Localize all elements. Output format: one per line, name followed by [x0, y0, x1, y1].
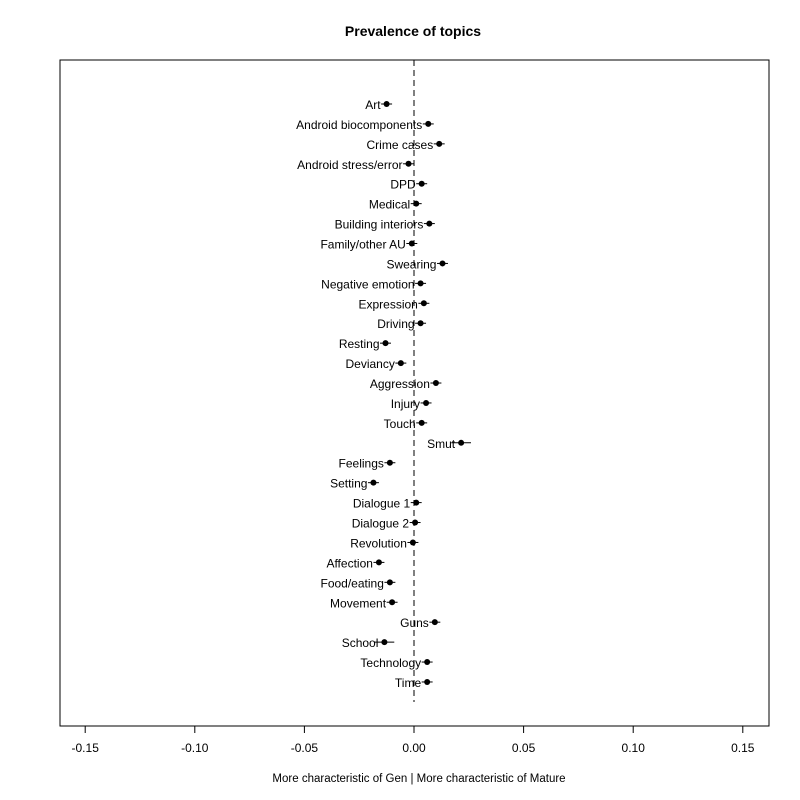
x-tick-label: -0.15 — [72, 741, 100, 755]
point-label: Medical — [369, 198, 410, 212]
point-label: Android biocomponents — [296, 118, 422, 132]
data-point — [432, 380, 439, 387]
data-point — [418, 180, 425, 187]
data-point — [370, 479, 377, 486]
point-label: Art — [365, 98, 381, 112]
x-tick-label: 0.05 — [512, 741, 536, 755]
data-point — [439, 260, 446, 267]
point-label: Expression — [358, 297, 417, 311]
x-tick-label: 0.10 — [622, 741, 646, 755]
x-axis: -0.15 -0.10 -0.05 0.00 0.05 0.10 0.15 — [72, 725, 755, 755]
data-point — [397, 360, 404, 367]
data-point — [386, 579, 393, 586]
data-point — [425, 120, 432, 127]
point-label: Deviancy — [345, 357, 394, 371]
point-label: Food/eating — [320, 576, 383, 590]
data-point — [413, 200, 420, 207]
data-point — [408, 240, 415, 247]
point-label: Smut — [427, 437, 456, 451]
x-tick-label: -0.05 — [291, 741, 319, 755]
data-point — [424, 678, 431, 685]
point-label: Feelings — [339, 457, 384, 471]
data-point — [423, 399, 430, 406]
point-label: Family/other AU — [320, 238, 405, 252]
point-label: Swearing — [386, 257, 436, 271]
data-point — [413, 499, 420, 506]
point-label: Guns — [400, 616, 429, 630]
data-point — [424, 659, 431, 666]
data-point — [375, 559, 382, 566]
data-point — [417, 320, 424, 327]
data-point — [383, 101, 390, 107]
point-label: Building interiors — [335, 218, 424, 232]
chart-title: Prevalence of topics — [345, 23, 481, 39]
point-label: Resting — [339, 337, 380, 351]
point-label: Dialogue 2 — [352, 517, 410, 531]
point-label: Touch — [384, 417, 416, 431]
point-label: Time — [395, 676, 422, 690]
data-point — [409, 539, 416, 546]
point-label: Dialogue 1 — [353, 497, 411, 511]
x-axis-label: More characteristic of Gen | More charac… — [272, 773, 565, 785]
data-point — [389, 599, 396, 606]
point-label: DPD — [390, 178, 416, 192]
data-point — [405, 160, 412, 167]
data-point — [436, 140, 443, 147]
point-label: Crime cases — [367, 138, 434, 152]
point-label: Revolution — [350, 536, 407, 550]
point-label: Technology — [360, 656, 421, 670]
x-tick-label: -0.10 — [181, 741, 209, 755]
point-label: Injury — [391, 397, 420, 411]
point-label: Aggression — [370, 377, 430, 391]
data-point — [381, 639, 388, 646]
point-label: Driving — [377, 317, 414, 331]
data-point — [382, 340, 389, 347]
x-tick-label: 0.15 — [731, 741, 755, 755]
data-point — [386, 459, 393, 466]
data-point — [417, 280, 424, 287]
data-point — [431, 619, 438, 626]
data-point — [412, 519, 419, 526]
data-point — [420, 300, 427, 307]
point-label: School — [342, 636, 379, 650]
data-point — [458, 439, 465, 446]
data-point — [418, 419, 425, 426]
x-tick-label: 0.00 — [402, 741, 426, 755]
points-group: Art Android biocomponents Crime cases Andro… — [296, 98, 471, 690]
point-label: Affection — [326, 556, 372, 570]
data-point — [426, 220, 433, 227]
point-label: Setting — [330, 477, 367, 491]
point-label: Negative emotion — [321, 277, 414, 291]
point-label: Movement — [330, 596, 387, 610]
point-label: Android stress/error — [297, 158, 402, 172]
